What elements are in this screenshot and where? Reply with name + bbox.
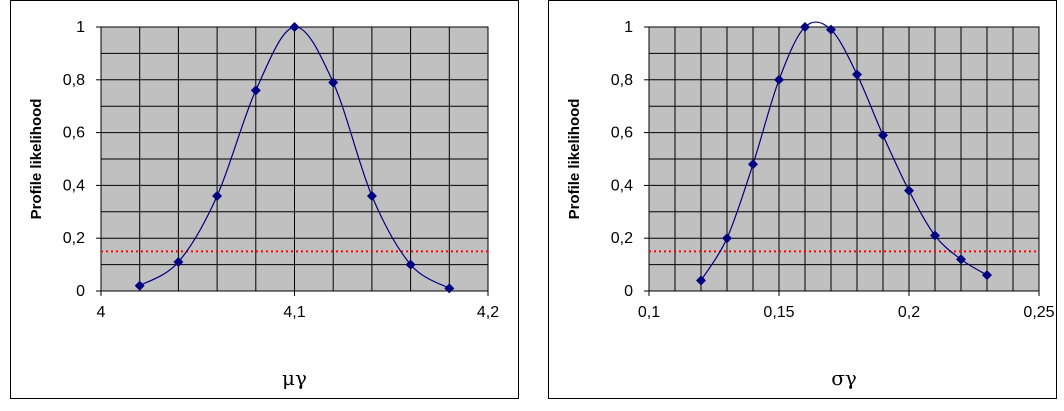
mu-data-point — [444, 283, 455, 294]
sigma-data-point — [800, 22, 810, 32]
sigma-data-point — [956, 254, 966, 265]
sigma-data-point — [722, 233, 732, 244]
mu-ylabel: Profile likelihood — [28, 99, 45, 220]
sigma-xtick-label: 0,1 — [638, 304, 660, 321]
mu-data-point — [366, 190, 377, 201]
mu-xlabel: μγ — [282, 366, 307, 390]
chart-sigma-gamma: 0 0,2 0,4 0,6 0,8 1 0,1 0,15 0,2 0,25 Profile like… — [566, 19, 1055, 390]
sigma-xlabel: σγ — [831, 366, 857, 390]
mu-xtick-label: 4,1 — [283, 304, 305, 321]
sigma-data-point — [982, 270, 992, 281]
sigma-ytick-label: 0 — [624, 283, 633, 300]
sigma-ytick-label: 0,6 — [611, 125, 633, 142]
sigma-xtick-label: 0,25 — [1023, 304, 1054, 321]
sigma-ytick-label: 0,2 — [611, 230, 633, 247]
mu-ytick-label: 0 — [76, 283, 85, 300]
mu-xtick-label: 4 — [97, 304, 106, 321]
sigma-data-point — [930, 230, 940, 241]
mu-ytick-label: 0,2 — [63, 230, 85, 247]
mu-ytick-label: 1 — [76, 19, 85, 36]
sigma-data-point — [904, 185, 914, 196]
mu-data-point — [289, 22, 300, 32]
sigma-xtick-label: 0,2 — [898, 304, 920, 321]
chart-sigma-gamma-frame: 0 0,2 0,4 0,6 0,8 1 0,1 0,15 0,2 0,25 Profile like… — [548, 0, 1057, 399]
sigma-ytick-label: 1 — [624, 19, 633, 36]
sigma-data-point — [852, 69, 862, 80]
sigma-data-point — [696, 275, 706, 286]
sigma-ytick-label: 0,8 — [611, 72, 633, 89]
mu-data-point — [328, 77, 339, 88]
sigma-ytick-label: 0,4 — [611, 177, 633, 194]
mu-data-point — [250, 85, 261, 96]
mu-ytick-label: 0,4 — [63, 177, 85, 194]
mu-data-point — [173, 256, 184, 267]
mu-data-point — [212, 190, 223, 201]
mu-data-point — [405, 259, 416, 270]
mu-xtick-label: 4,2 — [477, 304, 499, 321]
mu-ytick-label: 0,8 — [63, 72, 85, 89]
chart-mu-gamma: 0 0,2 0,4 0,6 0,8 1 4 4,1 4,2 Profile likelihood μ… — [28, 19, 499, 390]
sigma-data-point — [774, 74, 784, 85]
sigma-data-point — [748, 159, 758, 170]
mu-data-point — [134, 280, 145, 291]
sigma-xtick-label: 0,15 — [763, 304, 794, 321]
mu-ytick-label: 0,6 — [63, 125, 85, 142]
chart-mu-gamma-frame: 0 0,2 0,4 0,6 0,8 1 4 4,1 4,2 Profile likelihood μ… — [10, 0, 519, 399]
sigma-data-point — [826, 24, 836, 35]
sigma-data-point — [878, 130, 888, 141]
sigma-ylabel: Profile likelihood — [566, 99, 583, 220]
